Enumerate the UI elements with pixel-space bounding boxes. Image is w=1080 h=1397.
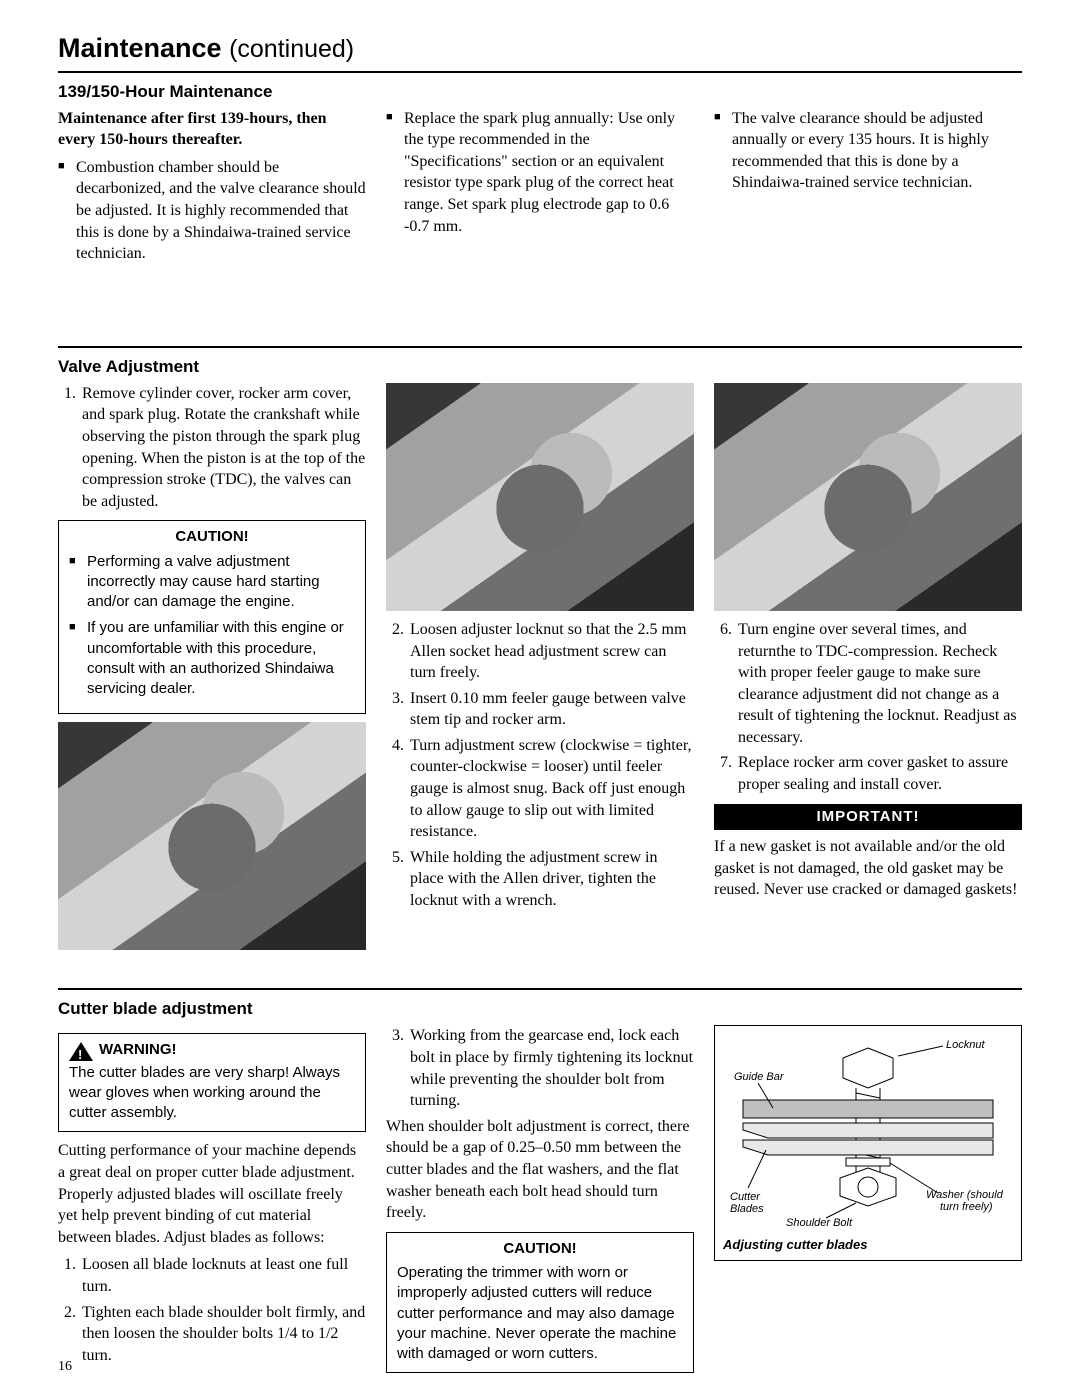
section1-heading: 139/150-Hour Maintenance: [58, 81, 1022, 104]
divider: [58, 346, 1022, 348]
diagram-label-locknut: Locknut: [946, 1039, 985, 1051]
diagram-label-shoulder: Shoulder Bolt: [786, 1217, 853, 1228]
divider: [58, 71, 1022, 73]
sec1-intro: Maintenance after first 139-hours, then …: [58, 108, 366, 151]
sec3-step1: Loosen all blade locknuts at least one f…: [80, 1254, 366, 1297]
diagram-label-washer: Washer (should: [926, 1189, 1004, 1201]
warning-title: WARNING!: [99, 1040, 355, 1060]
sec2-step7: Replace rocker arm cover gasket to assur…: [736, 752, 1022, 795]
section2-heading: Valve Adjustment: [58, 356, 1022, 379]
divider: [58, 988, 1022, 990]
page-number: 16: [58, 1358, 72, 1377]
sec1-col1-bullet: Combustion chamber should be decarbonize…: [76, 157, 366, 265]
caution-title: CAUTION!: [69, 527, 355, 547]
sec2-step3: Insert 0.10 mm feeler gauge between valv…: [408, 688, 694, 731]
sec1-col2-bullet: Replace the spark plug annually: Use onl…: [404, 108, 694, 238]
title-continued: (continued): [229, 35, 354, 63]
sec3-step3: Working from the gearcase end, lock each…: [408, 1025, 694, 1111]
diagram-label-guidebar: Guide Bar: [734, 1071, 785, 1083]
sec2-step5: While holding the adjustment screw in pl…: [408, 847, 694, 912]
valve-photo-1: [58, 722, 366, 950]
important-text: If a new gasket is not available and/or …: [714, 836, 1022, 901]
warning-text: The cutter blades are very sharp! Always…: [69, 1063, 355, 1124]
warning-icon: [69, 1042, 93, 1061]
sec3-intro: Cutting performance of your machine depe…: [58, 1140, 366, 1248]
cutter-diagram: Locknut Guide Bar Cutter Blades Shoulder…: [728, 1038, 1008, 1228]
caution-bullet2: If you are unfamiliar with this engine o…: [87, 618, 355, 699]
section3-heading: Cutter blade adjustment: [58, 998, 1022, 1021]
sec2-step1: Remove cylinder cover, rocker arm cover,…: [80, 383, 366, 513]
svg-text:Blades: Blades: [730, 1203, 764, 1215]
sec1-col3-bullet: The valve clearance should be adjusted a…: [732, 108, 1022, 194]
caution2-box: CAUTION! Operating the trimmer with worn…: [386, 1232, 694, 1374]
valve-photo-2: [386, 383, 694, 611]
caution2-title: CAUTION!: [397, 1239, 683, 1259]
sec2-step4: Turn adjustment screw (clockwise = tight…: [408, 735, 694, 843]
sec2-step2: Loosen adjuster locknut so that the 2.5 …: [408, 619, 694, 684]
sec3-result: When shoulder bolt adjustment is correct…: [386, 1116, 694, 1224]
important-title: IMPORTANT!: [714, 804, 1022, 830]
caution-bullet1: Performing a valve adjustment incorrectl…: [87, 552, 355, 613]
diagram-caption: Adjusting cutter blades: [723, 1236, 1013, 1254]
warning-box: WARNING! The cutter blades are very shar…: [58, 1033, 366, 1132]
caution2-text: Operating the trimmer with worn or impro…: [397, 1263, 683, 1364]
caution-box: CAUTION! Performing a valve adjustment i…: [58, 520, 366, 714]
important-block: IMPORTANT! If a new gasket is not availa…: [714, 804, 1022, 915]
diagram-box: Locknut Guide Bar Cutter Blades Shoulder…: [714, 1025, 1022, 1261]
sec3-step2: Tighten each blade shoulder bolt firmly,…: [80, 1302, 366, 1367]
page-title: Maintenance (continued): [58, 30, 1022, 67]
diagram-label-cutter: Cutter: [730, 1191, 761, 1203]
title-main: Maintenance: [58, 33, 222, 63]
valve-photo-3: [714, 383, 1022, 611]
svg-text:turn freely): turn freely): [940, 1201, 993, 1213]
sec2-step6: Turn engine over several times, and retu…: [736, 619, 1022, 749]
